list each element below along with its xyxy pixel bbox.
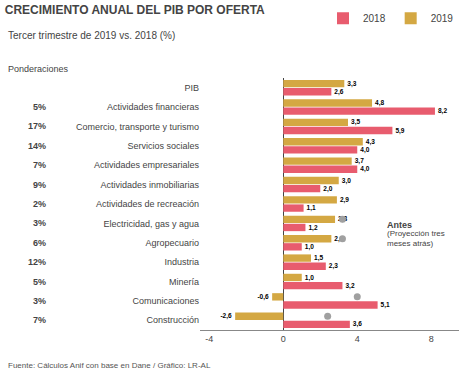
svg-text:PIB: PIB — [184, 83, 199, 93]
svg-text:1,5: 1,5 — [314, 254, 323, 262]
svg-text:4,8: 4,8 — [375, 99, 384, 107]
svg-text:2,0: 2,0 — [323, 185, 332, 193]
svg-text:-4: -4 — [205, 334, 213, 344]
svg-text:2,3: 2,3 — [329, 262, 338, 270]
svg-text:2,6: 2,6 — [334, 88, 343, 96]
svg-text:Construcción: Construcción — [146, 315, 199, 325]
svg-text:Actividades empresariales: Actividades empresariales — [94, 160, 200, 170]
svg-text:2,8: 2,8 — [338, 215, 347, 223]
svg-text:-2,6: -2,6 — [220, 312, 232, 320]
svg-text:(Proyección tresmeses atrás): (Proyección tresmeses atrás) — [387, 229, 445, 248]
svg-text:12%: 12% — [28, 257, 46, 267]
svg-text:Comunicaciones: Comunicaciones — [132, 296, 199, 306]
svg-text:4: 4 — [355, 334, 360, 344]
svg-text:1,0: 1,0 — [305, 274, 314, 282]
svg-text:Industria: Industria — [164, 257, 199, 267]
svg-text:6%: 6% — [33, 238, 46, 248]
svg-text:17%: 17% — [28, 121, 46, 131]
svg-text:1,2: 1,2 — [308, 224, 317, 232]
svg-text:Actividades financieras: Actividades financieras — [107, 102, 200, 112]
svg-text:Servicios sociales: Servicios sociales — [127, 141, 199, 151]
svg-text:Antes: Antes — [387, 220, 412, 230]
svg-text:2019: 2019 — [431, 13, 454, 24]
svg-text:Actividades de recreación: Actividades de recreación — [96, 199, 199, 209]
svg-text:2,6: 2,6 — [334, 235, 343, 243]
svg-text:2,9: 2,9 — [340, 196, 349, 204]
svg-text:3,7: 3,7 — [355, 157, 364, 165]
svg-text:2018: 2018 — [363, 13, 386, 24]
svg-text:Fuente: Cálculos Anif con base: Fuente: Cálculos Anif con base en Dane /… — [8, 361, 211, 370]
svg-text:Agropecuario: Agropecuario — [145, 238, 199, 248]
svg-text:1,0: 1,0 — [305, 243, 314, 251]
svg-text:4,0: 4,0 — [360, 146, 369, 154]
svg-text:3,3: 3,3 — [347, 80, 356, 88]
svg-text:2%: 2% — [33, 199, 46, 209]
svg-text:Comercio, transporte y turismo: Comercio, transporte y turismo — [76, 122, 199, 132]
svg-text:3,5: 3,5 — [351, 118, 360, 126]
svg-text:9%: 9% — [33, 180, 46, 190]
svg-text:3%: 3% — [33, 218, 46, 228]
svg-text:14%: 14% — [28, 141, 46, 151]
svg-text:4,3: 4,3 — [366, 138, 375, 146]
svg-text:3,2: 3,2 — [345, 282, 354, 290]
svg-text:Actividades inmobiliarias: Actividades inmobiliarias — [100, 180, 199, 190]
svg-text:Ponderaciones: Ponderaciones — [8, 64, 69, 74]
svg-text:Tercer trimestre de 2019 vs. 2: Tercer trimestre de 2019 vs. 2018 (%) — [8, 30, 175, 41]
svg-text:-0,6: -0,6 — [257, 293, 269, 301]
svg-text:CRECIMIENTO ANUAL DEL PIB POR: CRECIMIENTO ANUAL DEL PIB POR OFERTA — [5, 3, 265, 17]
svg-text:3,0: 3,0 — [342, 177, 351, 185]
svg-text:7%: 7% — [33, 315, 46, 325]
svg-text:0: 0 — [281, 334, 286, 344]
svg-text:Minería: Minería — [169, 277, 199, 287]
svg-text:5%: 5% — [33, 102, 46, 112]
svg-text:8: 8 — [429, 334, 434, 344]
svg-text:Electricidad, gas y agua: Electricidad, gas y agua — [103, 219, 199, 229]
svg-text:1,1: 1,1 — [307, 204, 316, 212]
svg-text:5%: 5% — [33, 277, 46, 287]
svg-text:4,0: 4,0 — [360, 165, 369, 173]
svg-text:8,2: 8,2 — [438, 107, 447, 115]
svg-text:7%: 7% — [33, 160, 46, 170]
svg-text:3%: 3% — [33, 296, 46, 306]
svg-text:3,6: 3,6 — [353, 320, 362, 328]
svg-text:5,1: 5,1 — [381, 301, 390, 309]
svg-text:5,9: 5,9 — [395, 127, 404, 135]
